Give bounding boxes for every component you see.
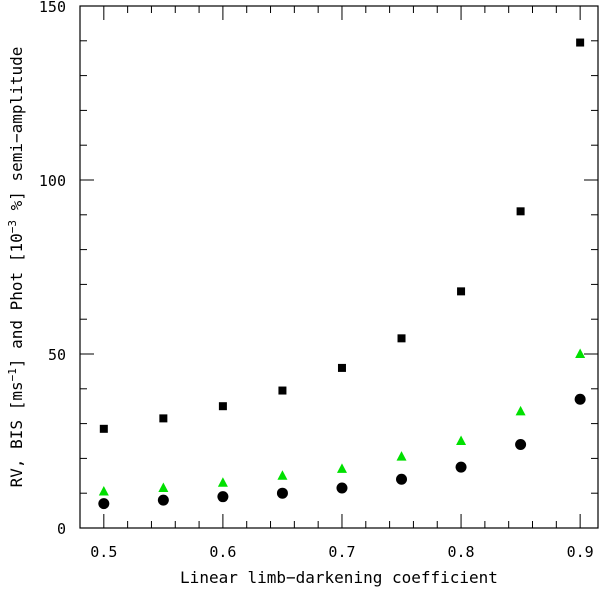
y-axis-title-scale-exponent: −3 bbox=[6, 220, 19, 233]
circle-point bbox=[98, 498, 110, 510]
x-tick-label: 0.9 bbox=[567, 543, 594, 561]
square-point bbox=[278, 386, 287, 395]
tick-labels: 0.5 0.6 0.7 0.8 0.9 0 50 100 150 bbox=[39, 0, 594, 561]
triangle-point bbox=[515, 405, 526, 416]
triangle-point bbox=[336, 463, 347, 473]
triangle-point bbox=[217, 477, 228, 487]
square-point bbox=[337, 363, 346, 372]
triangle-point bbox=[396, 451, 407, 461]
square-point bbox=[99, 424, 108, 433]
triangle-point bbox=[98, 485, 109, 496]
circle-point bbox=[276, 487, 288, 499]
circle-point bbox=[336, 482, 348, 494]
x-tick-label: 0.6 bbox=[209, 543, 236, 561]
data-points bbox=[98, 38, 586, 510]
circle-point bbox=[455, 461, 467, 473]
plot-frame bbox=[79, 5, 599, 529]
circle-point bbox=[515, 438, 527, 450]
triangle-point bbox=[277, 470, 288, 480]
square-point bbox=[457, 287, 466, 296]
y-axis-title-middle: ] and Phot [10 bbox=[7, 233, 26, 368]
square-point bbox=[397, 334, 406, 343]
y-axis-title-prefix: RV, BIS [ms bbox=[7, 381, 26, 487]
square-point bbox=[218, 402, 227, 411]
circle-point bbox=[217, 491, 229, 503]
y-tick-label: 0 bbox=[57, 520, 66, 538]
triangle-point bbox=[575, 348, 586, 358]
circle-point bbox=[396, 473, 408, 485]
x-tick-label: 0.8 bbox=[448, 543, 475, 561]
circle-point bbox=[574, 393, 586, 405]
y-tick-label: 150 bbox=[39, 0, 66, 16]
x-axis-title: Linear limb−darkening coefficient bbox=[180, 568, 498, 587]
y-tick-label: 50 bbox=[48, 346, 66, 364]
square-point bbox=[159, 414, 168, 423]
y-axis-title: RV, BIS [ms−1] and Phot [10−3 %] semi−am… bbox=[6, 47, 26, 488]
y-tick-label: 100 bbox=[39, 172, 66, 190]
x-tick-label: 0.5 bbox=[90, 543, 117, 561]
triangle-point bbox=[456, 435, 467, 445]
y-axis-title-unit-exponent: −1 bbox=[6, 368, 19, 381]
square-point bbox=[516, 207, 525, 216]
axis-ticks bbox=[79, 5, 598, 529]
triangle-point bbox=[158, 482, 169, 492]
circle-point bbox=[157, 494, 169, 506]
y-axis-title-suffix: %] semi−amplitude bbox=[7, 47, 26, 220]
square-point bbox=[576, 38, 585, 47]
x-tick-label: 0.7 bbox=[328, 543, 355, 561]
